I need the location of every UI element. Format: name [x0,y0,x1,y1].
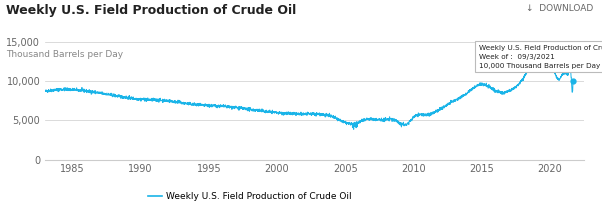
Text: ↓  DOWNLOAD: ↓ DOWNLOAD [526,4,593,13]
Text: Thousand Barrels per Day: Thousand Barrels per Day [6,50,123,59]
Legend: Weekly U.S. Field Production of Crude Oil: Weekly U.S. Field Production of Crude Oi… [144,188,355,205]
Text: Weekly U.S. Field Production of Crude Oil: Weekly U.S. Field Production of Crude Oi… [6,4,296,17]
Text: Weekly U.S. Field Production of Crude Oil
Week of :  09/3/2021
10,000 Thousand B: Weekly U.S. Field Production of Crude Oi… [479,45,602,69]
